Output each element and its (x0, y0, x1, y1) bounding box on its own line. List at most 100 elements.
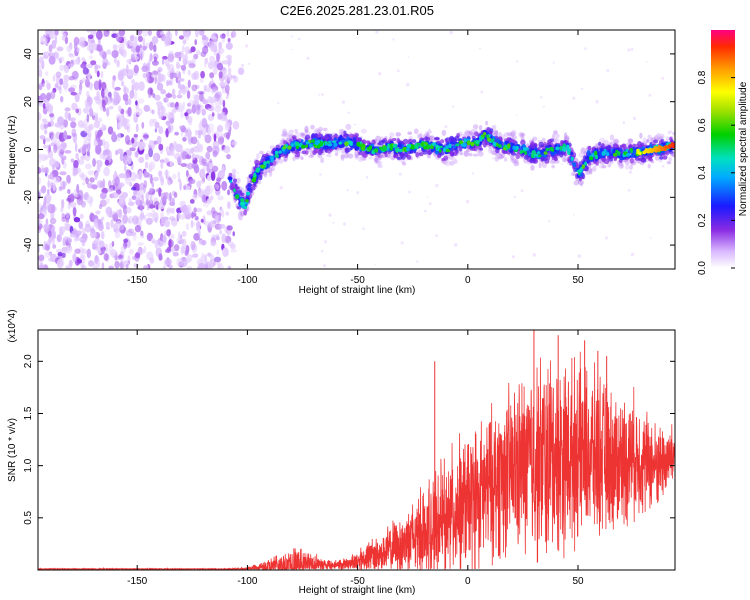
ridge-point (236, 205, 242, 210)
noise-blob (142, 30, 148, 37)
ridge-point (496, 138, 500, 143)
ridge-point (621, 143, 627, 148)
noise-blob (164, 157, 169, 164)
noise-blob (127, 106, 132, 117)
ridge-point (511, 158, 517, 164)
noise-speck (321, 93, 324, 96)
noise-speck (520, 189, 524, 193)
noise-blob (191, 153, 196, 161)
ridge-point (562, 156, 567, 163)
noise-blob (194, 129, 198, 136)
noise-blob (48, 144, 51, 153)
noise-blob (88, 39, 92, 48)
noise-speck (277, 102, 280, 105)
ridge-point (618, 162, 624, 169)
ridge-point (341, 143, 346, 148)
ridge-point (274, 153, 279, 158)
ridge-point (284, 132, 291, 137)
noise-blob (124, 159, 132, 165)
noise-blob (160, 89, 167, 95)
noise-blob (178, 89, 181, 96)
noise-blob (66, 266, 70, 269)
ridge-peak (636, 148, 640, 153)
ridge-point (513, 158, 519, 164)
noise-blob (203, 84, 207, 92)
ridge-point (414, 145, 418, 149)
noise-blob (206, 197, 212, 204)
ridge-point (601, 151, 606, 156)
noise-blob (143, 245, 147, 254)
noise-blob (204, 134, 212, 144)
noise-blob (107, 126, 114, 135)
ridge-point (394, 143, 398, 148)
ridge-point (478, 125, 483, 131)
noise-blob (38, 99, 43, 107)
noise-blob (98, 81, 102, 91)
noise-blob (164, 219, 171, 228)
ridge-point (647, 163, 651, 169)
noise-blob (142, 72, 147, 79)
noise-blob (110, 219, 114, 229)
noise-blob (114, 230, 121, 239)
noise-blob (96, 90, 100, 98)
noise-blob (94, 63, 98, 74)
noise-blob (49, 30, 55, 40)
ridge-point (462, 142, 467, 148)
noise-blob (116, 59, 120, 68)
noise-speck (511, 255, 516, 259)
noise-blob (183, 31, 190, 38)
noise-blob (68, 63, 74, 68)
noise-blob (210, 236, 216, 246)
noise-blob (160, 161, 164, 169)
noise-speck (480, 90, 483, 94)
noise-blob (128, 40, 135, 47)
noise-blob (178, 56, 182, 62)
noise-speck (627, 48, 631, 52)
ridge-peak (648, 148, 652, 153)
noise-blob (196, 143, 204, 153)
noise-blob (118, 105, 122, 113)
ridge-point (234, 183, 238, 188)
noise-blob (96, 132, 102, 138)
noise-blob (74, 92, 80, 103)
ridge-point (510, 154, 515, 161)
noise-blob (97, 117, 103, 123)
x-tick-label: -50 (350, 576, 365, 587)
ridge-peak (638, 151, 642, 156)
ridge-point (413, 128, 419, 135)
ridge-point (365, 140, 370, 144)
ridge-point (475, 139, 480, 145)
noise-blob (83, 127, 90, 134)
noise-blob (202, 99, 209, 105)
noise-blob (93, 218, 99, 228)
noise-blob (131, 78, 136, 85)
ridge-point (241, 204, 246, 209)
ridge-point (483, 132, 487, 136)
ridge-point (350, 141, 353, 147)
noise-blob (79, 41, 85, 47)
noise-blob (197, 90, 205, 95)
noise-speck (630, 48, 634, 51)
ridge-point (233, 178, 237, 183)
noise-blob (217, 264, 221, 269)
noise-blob (209, 162, 213, 170)
noise-blob (44, 129, 48, 135)
ridge-point (658, 133, 665, 139)
noise-blob (57, 251, 63, 257)
noise-blob (67, 204, 71, 209)
noise-blob (189, 178, 196, 184)
ridge-point (563, 132, 568, 139)
noise-blob (38, 217, 41, 226)
ridge-point (250, 186, 256, 191)
noise-blob (44, 193, 52, 204)
ridge-point (530, 164, 535, 171)
noise-speck (405, 82, 410, 87)
noise-blob (214, 256, 222, 263)
noise-blob (201, 108, 206, 116)
ridge-point (407, 131, 413, 135)
noise-blob (152, 70, 159, 76)
ridge-point (552, 133, 556, 140)
noise-blob (221, 233, 227, 243)
noise-blob (126, 64, 129, 74)
noise-blob (227, 189, 231, 196)
